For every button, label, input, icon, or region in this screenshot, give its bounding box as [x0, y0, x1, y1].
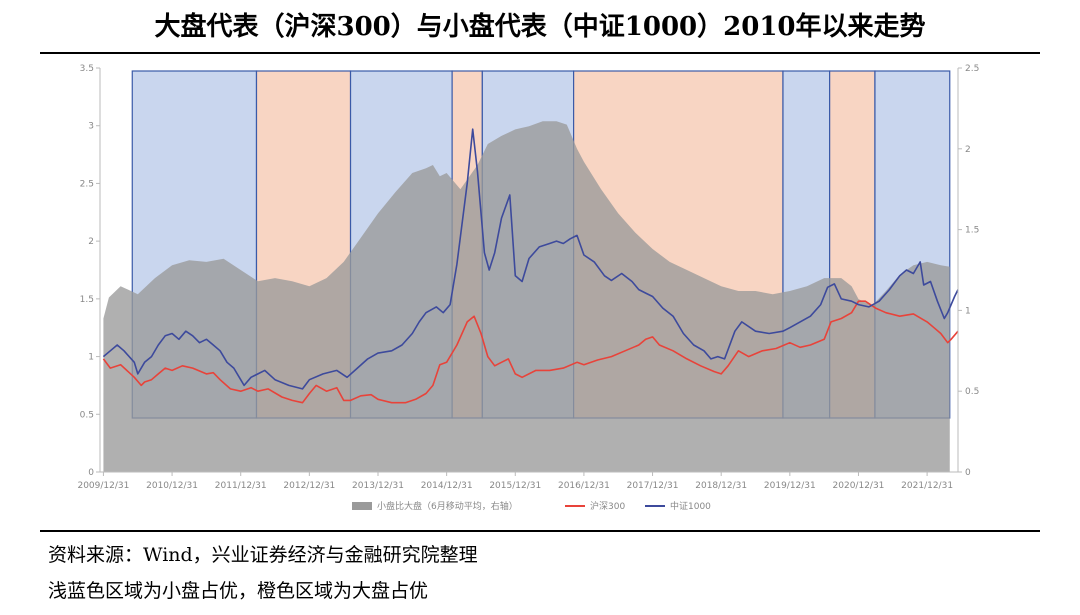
x-tick-label: 2017/12/31: [627, 481, 679, 491]
x-tick-label: 2010/12/31: [146, 481, 198, 491]
legend-label: 沪深300: [590, 500, 625, 512]
y-right-tick-label: 0.5: [965, 387, 979, 397]
lines-layer: [102, 128, 959, 404]
title-divider: [40, 52, 1040, 54]
x-tick-label: 2013/12/31: [352, 481, 404, 491]
x-tick-label: 2012/12/31: [283, 481, 335, 491]
y-left-tick-label: 2: [88, 237, 94, 247]
y-left-tick-label: 0: [88, 468, 94, 478]
y-right-tick-label: 1.5: [965, 226, 979, 236]
x-tick-label: 2020/12/31: [833, 481, 885, 491]
x-tick-label: 2014/12/31: [421, 481, 473, 491]
y-right-tick-label: 1: [965, 306, 971, 316]
region-note: 浅蓝色区域为小盘占优，橙色区域为大盘占优: [48, 580, 429, 602]
legend-label: 小盘比大盘（6月移动平均，右轴）: [377, 500, 518, 512]
y-left-tick-label: 0.5: [80, 410, 94, 420]
chart-area: 0 0.5 1 1.5 2 2.5 3 3.5 0 0.5 1 1.5 2 2.5 2009/12/31 20…: [77, 64, 979, 512]
ratio-area: [103, 121, 950, 473]
chart-divider: [40, 530, 1040, 532]
zz1000-line: [102, 128, 959, 390]
legend-swatch-area: [352, 502, 372, 510]
y-left-tick-label: 2.5: [80, 179, 94, 189]
axes-layer: 0 0.5 1 1.5 2 2.5 3 3.5 0 0.5 1 1.5 2 2.5 2009/12/31 20…: [77, 64, 979, 491]
y-right-tick-label: 2: [965, 145, 971, 155]
y-left-tick-label: 3: [88, 122, 94, 132]
x-tick-label: 2015/12/31: [489, 481, 541, 491]
ratio-area-layer: [103, 121, 950, 473]
x-tick-label: 2009/12/31: [77, 481, 129, 491]
x-tick-label: 2011/12/31: [215, 481, 267, 491]
y-left-tick-label: 1.5: [80, 295, 94, 305]
legend: 小盘比大盘（6月移动平均，右轴） 沪深300 中证1000: [352, 500, 711, 512]
y-right-tick-label: 2.5: [965, 64, 979, 74]
x-tick-label: 2021/12/31: [901, 481, 953, 491]
x-tick-label: 2018/12/31: [695, 481, 747, 491]
legend-label: 中证1000: [670, 500, 711, 512]
y-left-tick-label: 1: [88, 353, 94, 363]
x-tick-label: 2019/12/31: [764, 481, 816, 491]
hs300-line: [102, 300, 959, 404]
x-tick-label: 2016/12/31: [558, 481, 610, 491]
y-right-tick-label: 0: [965, 468, 971, 478]
y-left-tick-label: 3.5: [80, 64, 94, 74]
page-title: 大盘代表（沪深300）与小盘代表（中证1000）2010年以来走势: [154, 12, 926, 42]
source-note: 资料来源：Wind，兴业证券经济与金融研究院整理: [48, 544, 478, 566]
